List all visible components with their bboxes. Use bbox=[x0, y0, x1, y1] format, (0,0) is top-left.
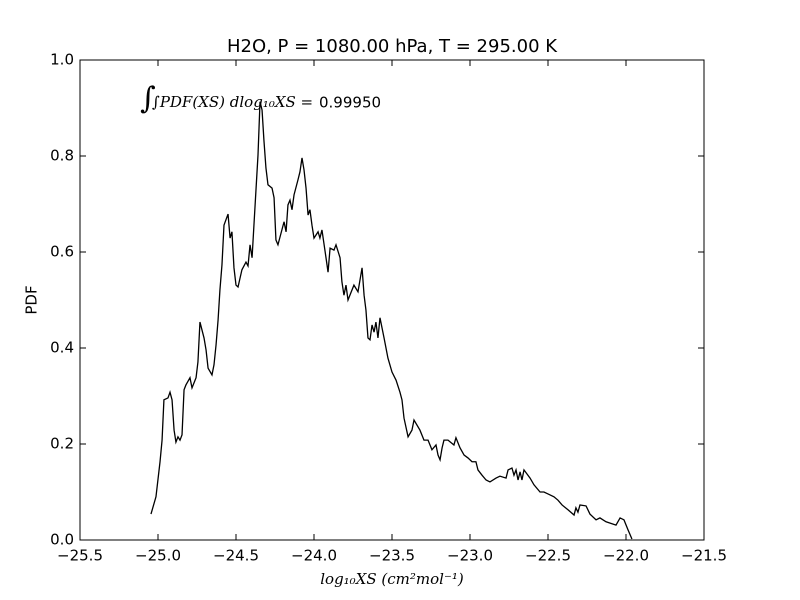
x-tick-label: −22.0 bbox=[603, 547, 649, 565]
y-tick-label: 1.0 bbox=[50, 51, 74, 69]
x-axis-label: log₁₀XS (cm²mol⁻¹) bbox=[320, 570, 464, 588]
y-tick-label: 0.8 bbox=[50, 147, 74, 165]
data-line bbox=[150, 101, 633, 540]
integral-sign: ∫ bbox=[140, 81, 156, 116]
annotation-value: 0.99950 bbox=[319, 94, 381, 112]
y-tick-label: 0.6 bbox=[50, 243, 74, 261]
y-axis-label: PDF bbox=[23, 285, 41, 314]
x-tick-label: −24.0 bbox=[291, 547, 337, 565]
chart-title: H2O, P = 1080.00 hPa, T = 295.00 K bbox=[227, 36, 558, 57]
y-tick-label: 0.0 bbox=[50, 531, 74, 549]
y-tick-label: 0.4 bbox=[50, 339, 74, 357]
x-tick-label: −23.5 bbox=[369, 547, 415, 565]
x-tick-label: −23.0 bbox=[447, 547, 493, 565]
annotation-formula: ∫PDF(XS) dlog₁₀XS = bbox=[152, 93, 313, 111]
x-tick-label: −25.5 bbox=[57, 547, 103, 565]
x-tick-label: −25.0 bbox=[135, 547, 181, 565]
x-tick-label: −22.5 bbox=[525, 547, 571, 565]
x-tick-label: −21.5 bbox=[681, 547, 727, 565]
plot-frame bbox=[79, 59, 705, 541]
y-tick-label: 0.2 bbox=[50, 435, 74, 453]
x-tick-label: −24.5 bbox=[213, 547, 259, 565]
